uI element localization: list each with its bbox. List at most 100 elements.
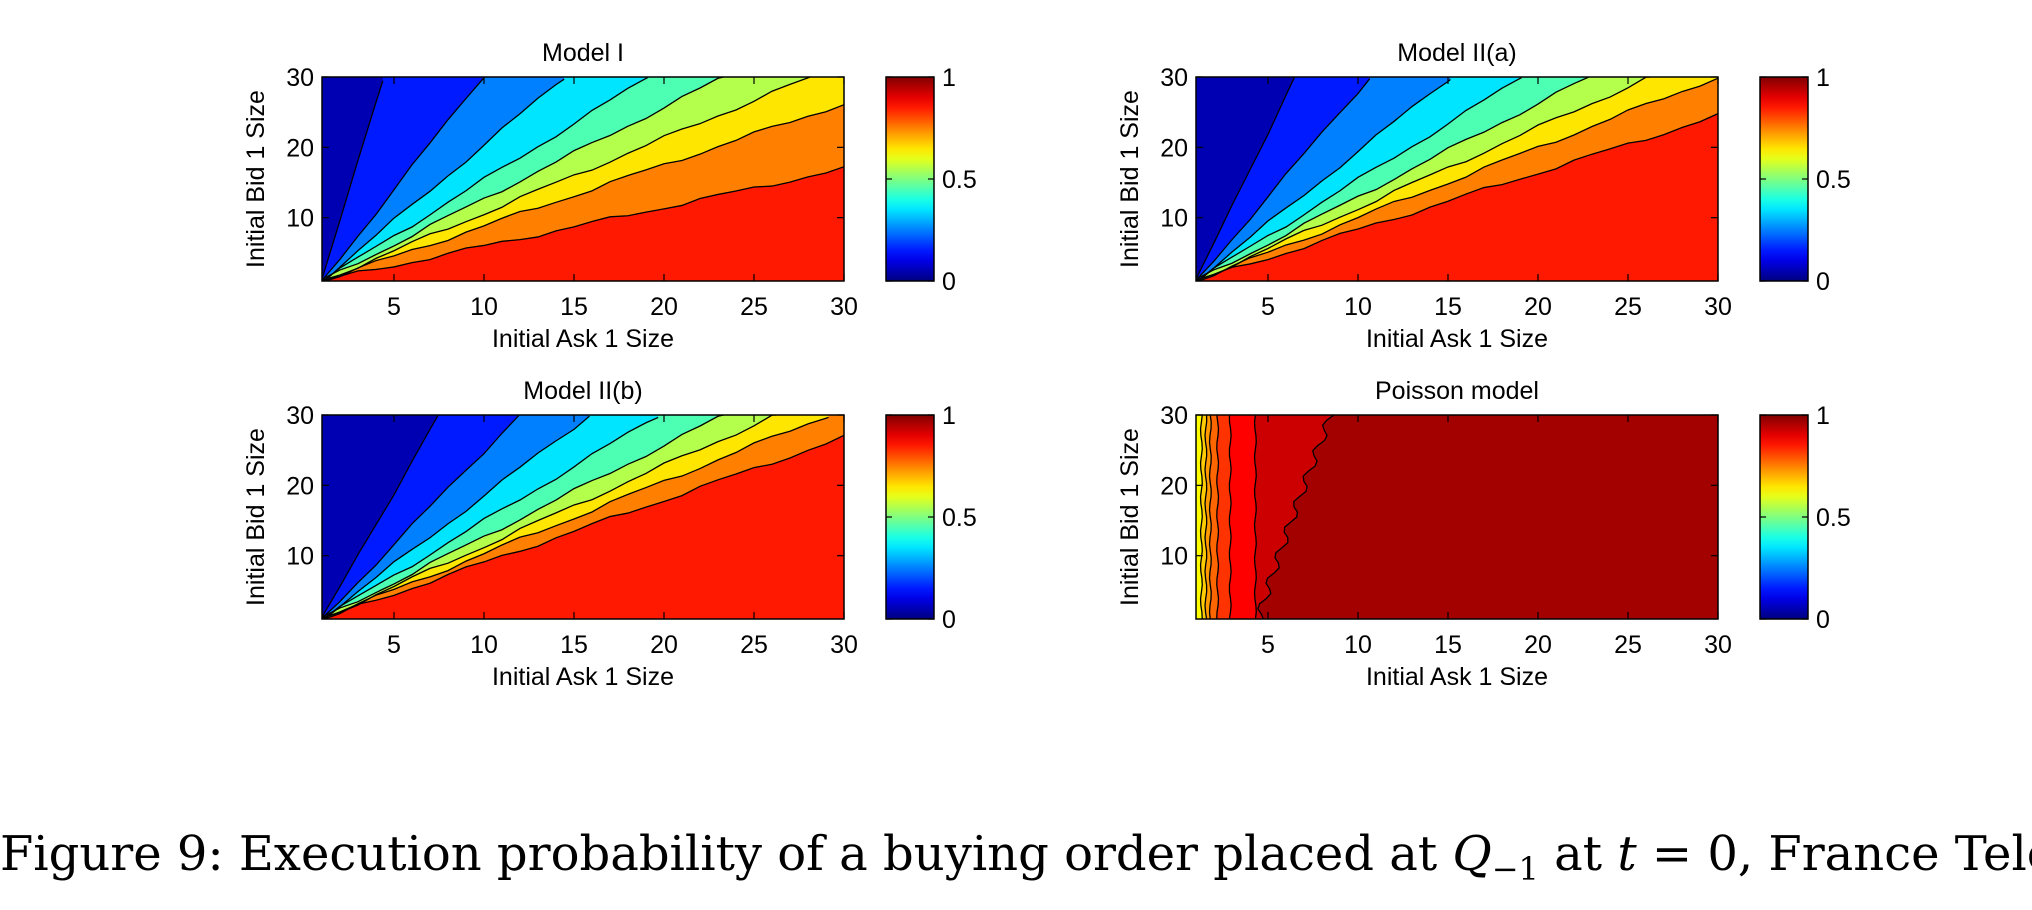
y-tick-label: 20: [286, 134, 314, 162]
colorbar-tick-label: 0.5: [942, 504, 977, 532]
contour-line: [1257, 415, 1335, 619]
contour-line: [1208, 415, 1212, 619]
x-tick-label: 30: [830, 631, 858, 659]
colorbar-tick-label: 0: [1816, 606, 1830, 634]
x-tick-label: 10: [470, 293, 498, 321]
x-tick-label: 25: [1614, 631, 1642, 659]
contour-line: [1204, 415, 1208, 619]
colorbar-gradient: [885, 414, 935, 620]
axes-frame: [1195, 414, 1719, 620]
caption-q-sub: −1: [1491, 850, 1539, 888]
x-tick-label: 20: [1524, 631, 1552, 659]
y-tick-label: 30: [286, 64, 314, 92]
y-tick-label: 20: [286, 472, 314, 500]
y-tick-label: 20: [1160, 472, 1188, 500]
caption-mid: at: [1538, 826, 1618, 882]
caption-prefix: Figure 9: Execution probability of a buy…: [0, 826, 1453, 882]
subplot-title: Model I: [542, 39, 624, 67]
colorbar-gradient: [885, 76, 935, 282]
contour-line: [323, 415, 590, 619]
x-axis-label: Initial Ask 1 Size: [492, 663, 674, 691]
contour-line: [322, 415, 520, 619]
colorbar-tick-label: 0: [1816, 268, 1830, 296]
contour-line: [322, 416, 659, 619]
contour-line: [322, 416, 829, 619]
contour-line: [322, 415, 724, 618]
colorbar-tick-label: 1: [1816, 64, 1830, 92]
x-tick-label: 30: [1704, 293, 1732, 321]
x-tick-label: 25: [1614, 293, 1642, 321]
colorbar-tick-label: 0: [942, 268, 956, 296]
y-tick-label: 30: [1160, 402, 1188, 430]
x-tick-label: 5: [1261, 631, 1275, 659]
y-axis-label: Initial Bid 1 Size: [1116, 90, 1144, 268]
contour-line: [1228, 415, 1232, 619]
subplot-title: Model II(b): [523, 377, 642, 405]
contour-line: [1216, 415, 1220, 619]
contour-line: [1196, 77, 1296, 280]
colorbar: 00.51: [1759, 402, 1851, 634]
x-tick-label: 10: [1344, 631, 1372, 659]
x-tick-label: 25: [740, 293, 768, 321]
x-tick-label: 15: [1434, 631, 1462, 659]
caption-t: t: [1617, 826, 1637, 882]
contour-line: [1199, 415, 1203, 619]
x-axis-label: Initial Ask 1 Size: [1366, 663, 1548, 691]
x-tick-label: 20: [650, 631, 678, 659]
axes-frame: [321, 414, 845, 620]
subplot-title: Model II(a): [1397, 39, 1516, 67]
y-tick-label: 10: [1160, 543, 1188, 571]
contour-band: [1196, 415, 1203, 619]
y-tick-label: 10: [1160, 205, 1188, 233]
figure-caption: Figure 9: Execution probability of a buy…: [0, 826, 2032, 888]
contour-area: [1196, 77, 1718, 281]
x-axis-label: Initial Ask 1 Size: [492, 325, 674, 353]
x-tick-label: 20: [650, 293, 678, 321]
contour-line: [323, 78, 565, 281]
y-tick-label: 30: [286, 402, 314, 430]
contour-line: [322, 415, 439, 618]
contour-line: [1196, 78, 1371, 281]
contour-area: [322, 415, 844, 619]
colorbar: 00.51: [885, 64, 977, 296]
contour-line: [1196, 77, 1522, 281]
colorbar: 00.51: [885, 402, 977, 634]
contour-line: [322, 166, 844, 281]
x-tick-label: 20: [1524, 293, 1552, 321]
x-tick-label: 15: [560, 293, 588, 321]
colorbar-tick-label: 1: [942, 64, 956, 92]
caption-eq: = 0, France Telecom: [1651, 826, 2032, 882]
y-axis-label: Initial Bid 1 Size: [242, 90, 270, 268]
colorbar-tick-label: 1: [942, 402, 956, 430]
contour-line: [323, 104, 844, 281]
contour-area: [322, 77, 844, 281]
x-tick-label: 10: [470, 631, 498, 659]
x-axis-label: Initial Ask 1 Size: [1366, 325, 1548, 353]
y-tick-label: 10: [286, 543, 314, 571]
contour-line: [322, 77, 648, 281]
colorbar-tick-label: 0.5: [1816, 504, 1851, 532]
colorbar-tick-label: 0.5: [1816, 166, 1851, 194]
x-tick-label: 10: [1344, 293, 1372, 321]
x-tick-label: 5: [1261, 293, 1275, 321]
y-axis-label: Initial Bid 1 Size: [242, 428, 270, 606]
y-tick-label: 30: [1160, 64, 1188, 92]
contour-line: [322, 80, 384, 280]
axes-frame: [1195, 76, 1719, 282]
contour-line: [322, 77, 811, 281]
x-tick-label: 25: [740, 631, 768, 659]
contour-line: [322, 415, 777, 619]
contour-line: [322, 77, 485, 281]
colorbar: 00.51: [1759, 64, 1851, 296]
axes-frame: [321, 76, 845, 282]
contour-line: [1196, 77, 1651, 281]
caption-q: Q: [1452, 826, 1492, 882]
y-tick-label: 20: [1160, 134, 1188, 162]
x-tick-label: 5: [387, 631, 401, 659]
colorbar-tick-label: 0.5: [942, 166, 977, 194]
x-tick-label: 5: [387, 293, 401, 321]
